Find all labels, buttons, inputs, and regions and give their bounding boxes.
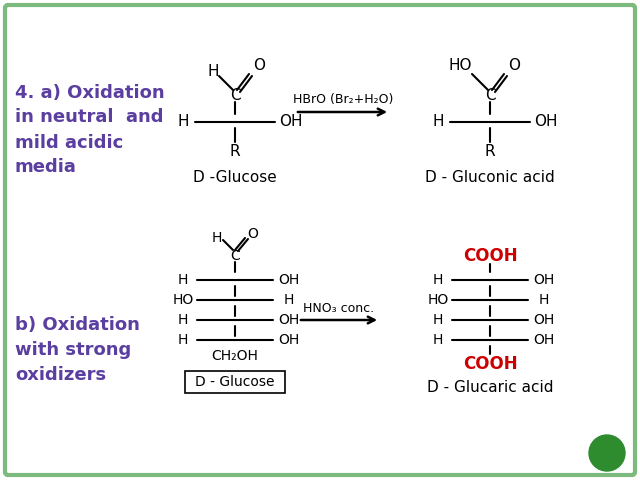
Text: O: O bbox=[248, 227, 259, 241]
Text: D - Glucaric acid: D - Glucaric acid bbox=[427, 381, 553, 396]
Text: COOH: COOH bbox=[463, 355, 517, 373]
Text: HBrO (Br₂+H₂O): HBrO (Br₂+H₂O) bbox=[293, 94, 393, 107]
Text: OH: OH bbox=[534, 115, 557, 130]
Text: D - Gluconic acid: D - Gluconic acid bbox=[425, 170, 555, 185]
Text: OH: OH bbox=[278, 273, 300, 287]
Text: O: O bbox=[508, 59, 520, 73]
FancyBboxPatch shape bbox=[185, 371, 285, 393]
Text: 4. a) Oxidation
in neutral  and
mild acidic
media: 4. a) Oxidation in neutral and mild acid… bbox=[15, 84, 164, 177]
Text: OH: OH bbox=[278, 333, 300, 347]
Text: H: H bbox=[433, 333, 443, 347]
Text: H: H bbox=[433, 313, 443, 327]
Text: H: H bbox=[539, 293, 549, 307]
Text: H: H bbox=[433, 273, 443, 287]
Circle shape bbox=[589, 435, 625, 471]
Text: COOH: COOH bbox=[463, 247, 517, 265]
Text: HNO₃ conc.: HNO₃ conc. bbox=[303, 301, 374, 314]
Text: OH: OH bbox=[279, 115, 303, 130]
Text: R: R bbox=[484, 144, 495, 159]
Text: OH: OH bbox=[533, 333, 555, 347]
Text: D -Glucose: D -Glucose bbox=[193, 170, 277, 185]
Text: C: C bbox=[230, 249, 240, 263]
Text: 22: 22 bbox=[595, 444, 619, 462]
Text: C: C bbox=[230, 88, 240, 104]
Text: CH₂OH: CH₂OH bbox=[212, 349, 259, 363]
Text: H: H bbox=[207, 64, 219, 80]
Text: O: O bbox=[253, 59, 265, 73]
Text: H: H bbox=[177, 115, 189, 130]
Text: OH: OH bbox=[278, 313, 300, 327]
Text: OH: OH bbox=[533, 273, 555, 287]
Text: C: C bbox=[484, 88, 495, 104]
Text: R: R bbox=[230, 144, 240, 159]
Text: H: H bbox=[212, 231, 222, 245]
Text: H: H bbox=[178, 333, 188, 347]
Text: H: H bbox=[178, 313, 188, 327]
Text: H: H bbox=[432, 115, 444, 130]
Text: HO: HO bbox=[172, 293, 194, 307]
Text: HO: HO bbox=[448, 59, 472, 73]
Text: HO: HO bbox=[428, 293, 449, 307]
Text: D - Glucose: D - Glucose bbox=[195, 375, 275, 389]
Text: H: H bbox=[284, 293, 294, 307]
Text: OH: OH bbox=[533, 313, 555, 327]
FancyBboxPatch shape bbox=[5, 5, 635, 475]
Text: H: H bbox=[178, 273, 188, 287]
Text: b) Oxidation
with strong
oxidizers: b) Oxidation with strong oxidizers bbox=[15, 316, 140, 384]
